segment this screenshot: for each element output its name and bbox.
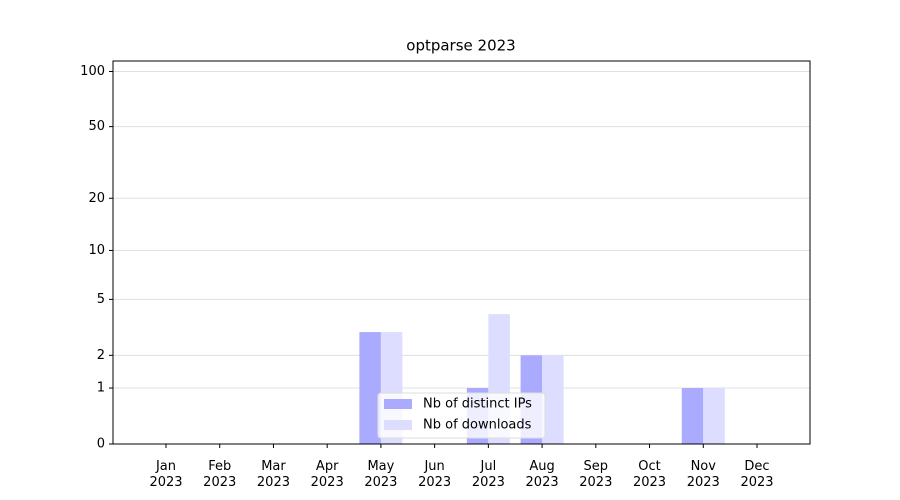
x-tick-label: Oct 2023 — [633, 459, 666, 490]
x-tick-label: Feb 2023 — [203, 459, 236, 490]
x-tick-label: Aug 2023 — [526, 459, 559, 490]
bar — [542, 355, 564, 444]
x-tick-label: Jun 2023 — [418, 459, 451, 490]
legend-label: Nb of downloads — [423, 418, 532, 433]
plot-frame — [112, 60, 811, 445]
y-tick-label: 100 — [80, 64, 105, 79]
x-tick-label: Jul 2023 — [472, 459, 505, 490]
y-tick-label: 10 — [88, 243, 105, 258]
legend-swatch — [384, 399, 412, 409]
y-tick-label: 0 — [97, 437, 105, 452]
legend-label: Nb of distinct IPs — [423, 397, 532, 412]
x-tick-label: Dec 2023 — [740, 459, 773, 490]
x-tick-label: Mar 2023 — [257, 459, 290, 490]
x-tick-label: Sep 2023 — [579, 459, 612, 490]
bar — [703, 388, 725, 444]
legend-box — [377, 392, 546, 439]
legend-swatch — [384, 420, 412, 430]
x-tick-label: Nov 2023 — [687, 459, 720, 490]
x-tick-label: Jan 2023 — [149, 459, 182, 490]
y-tick-label: 50 — [88, 119, 105, 134]
y-tick-label: 2 — [97, 348, 105, 363]
x-tick-label: Apr 2023 — [311, 459, 344, 490]
y-tick-label: 20 — [88, 191, 105, 206]
bar — [359, 332, 381, 444]
legend: Nb of distinct IPs Nb of downloads — [377, 392, 546, 439]
y-tick-label: 1 — [97, 381, 105, 396]
bar — [681, 388, 704, 444]
x-tick-label: May 2023 — [364, 459, 397, 490]
y-tick-label: 5 — [97, 292, 105, 307]
chart-title: optparse 2023 — [406, 37, 515, 55]
